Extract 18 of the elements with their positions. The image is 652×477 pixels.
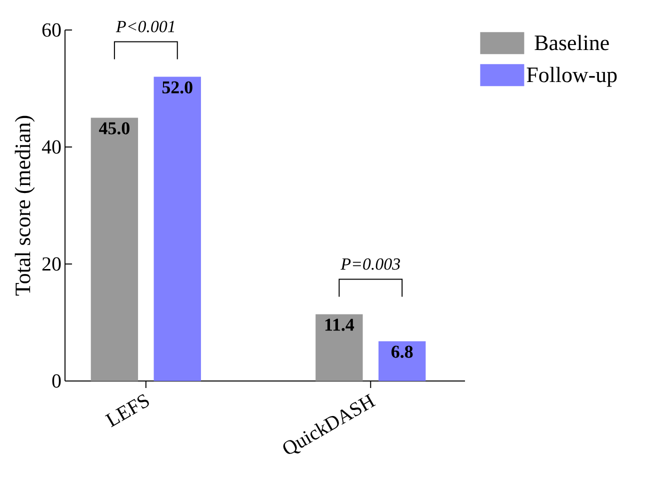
- legend-label: Follow-up: [526, 66, 617, 87]
- annotation: P<0.001: [116, 20, 174, 32]
- annotation: P=0.003: [340, 258, 400, 270]
- y-tick-label: 40: [42, 140, 61, 154]
- data-label: 52.0: [162, 81, 192, 94]
- y-tick-label: 20: [42, 257, 61, 271]
- bar: [154, 76, 201, 381]
- bar: [378, 341, 426, 381]
- x-tick-label: LEFS: [104, 394, 149, 428]
- data-label: 11.4: [325, 318, 354, 331]
- y-tick-label: 60: [42, 23, 61, 37]
- y-axis-title: Total score (median): [14, 116, 35, 296]
- legend-label: Baseline: [534, 34, 609, 50]
- data-label: 45.0: [99, 122, 130, 134]
- bar: [316, 314, 363, 381]
- bar: [90, 118, 138, 381]
- data-label: 6.8: [391, 346, 413, 358]
- y-tick-label: 0: [52, 374, 61, 388]
